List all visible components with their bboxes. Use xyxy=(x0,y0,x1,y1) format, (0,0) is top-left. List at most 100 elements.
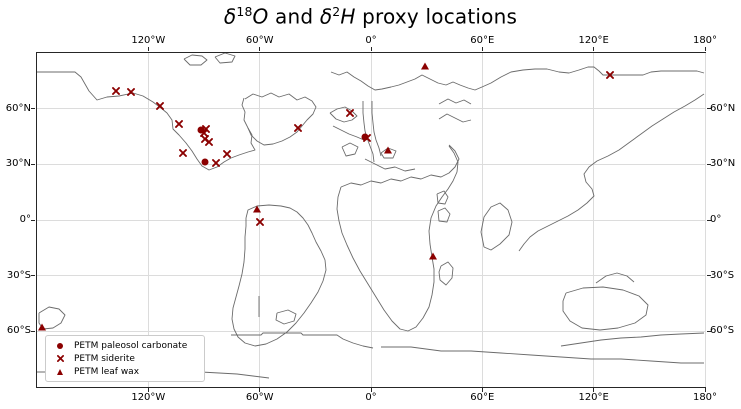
coastline-segment xyxy=(231,204,327,347)
coastline-segment xyxy=(438,261,454,286)
tick-mark xyxy=(593,47,595,51)
y-tick-label: 30°N xyxy=(5,158,31,170)
tick-mark xyxy=(707,330,711,332)
coastline-segment xyxy=(438,98,472,105)
x-tick-label: 60°W xyxy=(245,35,274,46)
coastline-segment xyxy=(560,332,705,347)
legend-item: PETM siderite xyxy=(46,352,204,365)
x-tick-label: 60°E xyxy=(470,35,495,46)
title-part: 2 xyxy=(332,4,341,19)
legend-item: PETM paleosol carbonate xyxy=(46,339,204,352)
title-part: δ xyxy=(223,4,237,29)
tick-mark xyxy=(707,275,711,277)
coastline-segment xyxy=(329,106,358,123)
data-point-triangle xyxy=(428,252,437,260)
tick-mark xyxy=(481,47,483,51)
title-part: δ xyxy=(319,4,333,29)
tick-mark xyxy=(704,47,706,51)
gridline-horizontal xyxy=(37,163,705,165)
coastline-segment xyxy=(340,144,460,188)
gridline-vertical xyxy=(704,53,706,387)
chart-title: δ18O and δ2H proxy locations xyxy=(0,4,741,29)
data-point-x xyxy=(212,159,220,167)
coastline-segment xyxy=(332,125,365,141)
title-part: H xyxy=(340,4,356,29)
coastline-segment xyxy=(364,158,416,172)
gridline-horizontal xyxy=(37,275,705,277)
coastline-segment xyxy=(341,142,359,157)
coastline-segment xyxy=(436,190,449,205)
marker-layer xyxy=(37,53,705,387)
data-point-x xyxy=(179,149,187,157)
x-tick-label: 120°E xyxy=(578,392,609,403)
y-tick-label: 0° xyxy=(710,214,722,225)
coastline-segment xyxy=(381,346,704,364)
data-point-x xyxy=(202,125,210,134)
title-part: O xyxy=(252,4,269,29)
coastline-segment xyxy=(214,53,236,64)
data-point-x xyxy=(127,88,136,96)
data-point-x xyxy=(205,138,213,147)
x-tick-label: 60°E xyxy=(470,392,495,403)
legend-x-icon xyxy=(46,355,74,362)
coastline-segment xyxy=(371,101,382,157)
y-tick-label: 30°S xyxy=(6,269,31,281)
tick-mark xyxy=(707,108,711,110)
tick-mark xyxy=(707,219,711,221)
legend-label: PETM leaf wax xyxy=(74,366,140,377)
coastline-segment xyxy=(438,113,472,123)
tick-mark xyxy=(593,388,595,392)
data-point-triangle xyxy=(38,323,46,331)
data-point-triangle xyxy=(420,62,429,70)
x-tick-label: 0° xyxy=(365,35,377,46)
y-tick-label: 60°S xyxy=(710,325,735,337)
coastline-segment xyxy=(336,145,459,332)
coastline-segment xyxy=(480,202,513,251)
legend-label: PETM paleosol carbonate xyxy=(74,340,188,351)
grid-layer xyxy=(37,53,706,387)
x-tick-label: 180° xyxy=(692,392,718,403)
title-part: proxy locations xyxy=(355,4,518,29)
y-tick-label: 60°S xyxy=(6,325,31,337)
x-tick-label: 180° xyxy=(692,35,718,46)
tick-mark xyxy=(31,275,35,277)
tick-mark xyxy=(707,163,711,165)
y-tick-label: 30°S xyxy=(710,269,735,281)
data-point-circle xyxy=(201,158,209,166)
tick-mark xyxy=(481,388,483,392)
y-tick-label: 0° xyxy=(19,214,31,225)
tick-mark xyxy=(704,388,706,392)
tick-mark xyxy=(31,108,35,110)
coastline-segment xyxy=(562,286,649,331)
legend-item: PETM leaf wax xyxy=(46,365,204,378)
gridline-horizontal xyxy=(37,108,705,110)
data-point-x xyxy=(294,124,303,132)
coastline-segment xyxy=(183,54,208,66)
tick-mark xyxy=(147,47,149,51)
x-tick-label: 120°W xyxy=(131,35,166,46)
coastline-segment xyxy=(595,272,635,284)
data-point-triangle xyxy=(384,146,393,154)
y-tick-label: 60°N xyxy=(5,102,31,114)
x-tick-label: 60°W xyxy=(245,392,274,403)
data-point-x xyxy=(174,120,183,129)
legend-label: PETM siderite xyxy=(74,353,135,364)
data-point-x xyxy=(112,87,120,95)
x-tick-label: 120°E xyxy=(578,35,609,46)
coastline-segment xyxy=(330,66,705,91)
data-point-x xyxy=(256,218,264,226)
coastline-segment xyxy=(37,71,256,171)
data-point-x xyxy=(606,71,614,80)
tick-mark xyxy=(259,47,261,51)
title-part: 18 xyxy=(236,4,253,19)
coastline-segment xyxy=(244,92,317,146)
coastline-segment xyxy=(437,207,451,223)
gridline-horizontal xyxy=(37,330,705,332)
x-tick-label: 0° xyxy=(365,392,377,403)
data-point-x xyxy=(346,108,354,117)
data-point-x xyxy=(362,134,371,142)
tick-mark xyxy=(370,47,372,51)
tick-mark xyxy=(31,219,35,221)
tick-mark xyxy=(370,388,372,392)
